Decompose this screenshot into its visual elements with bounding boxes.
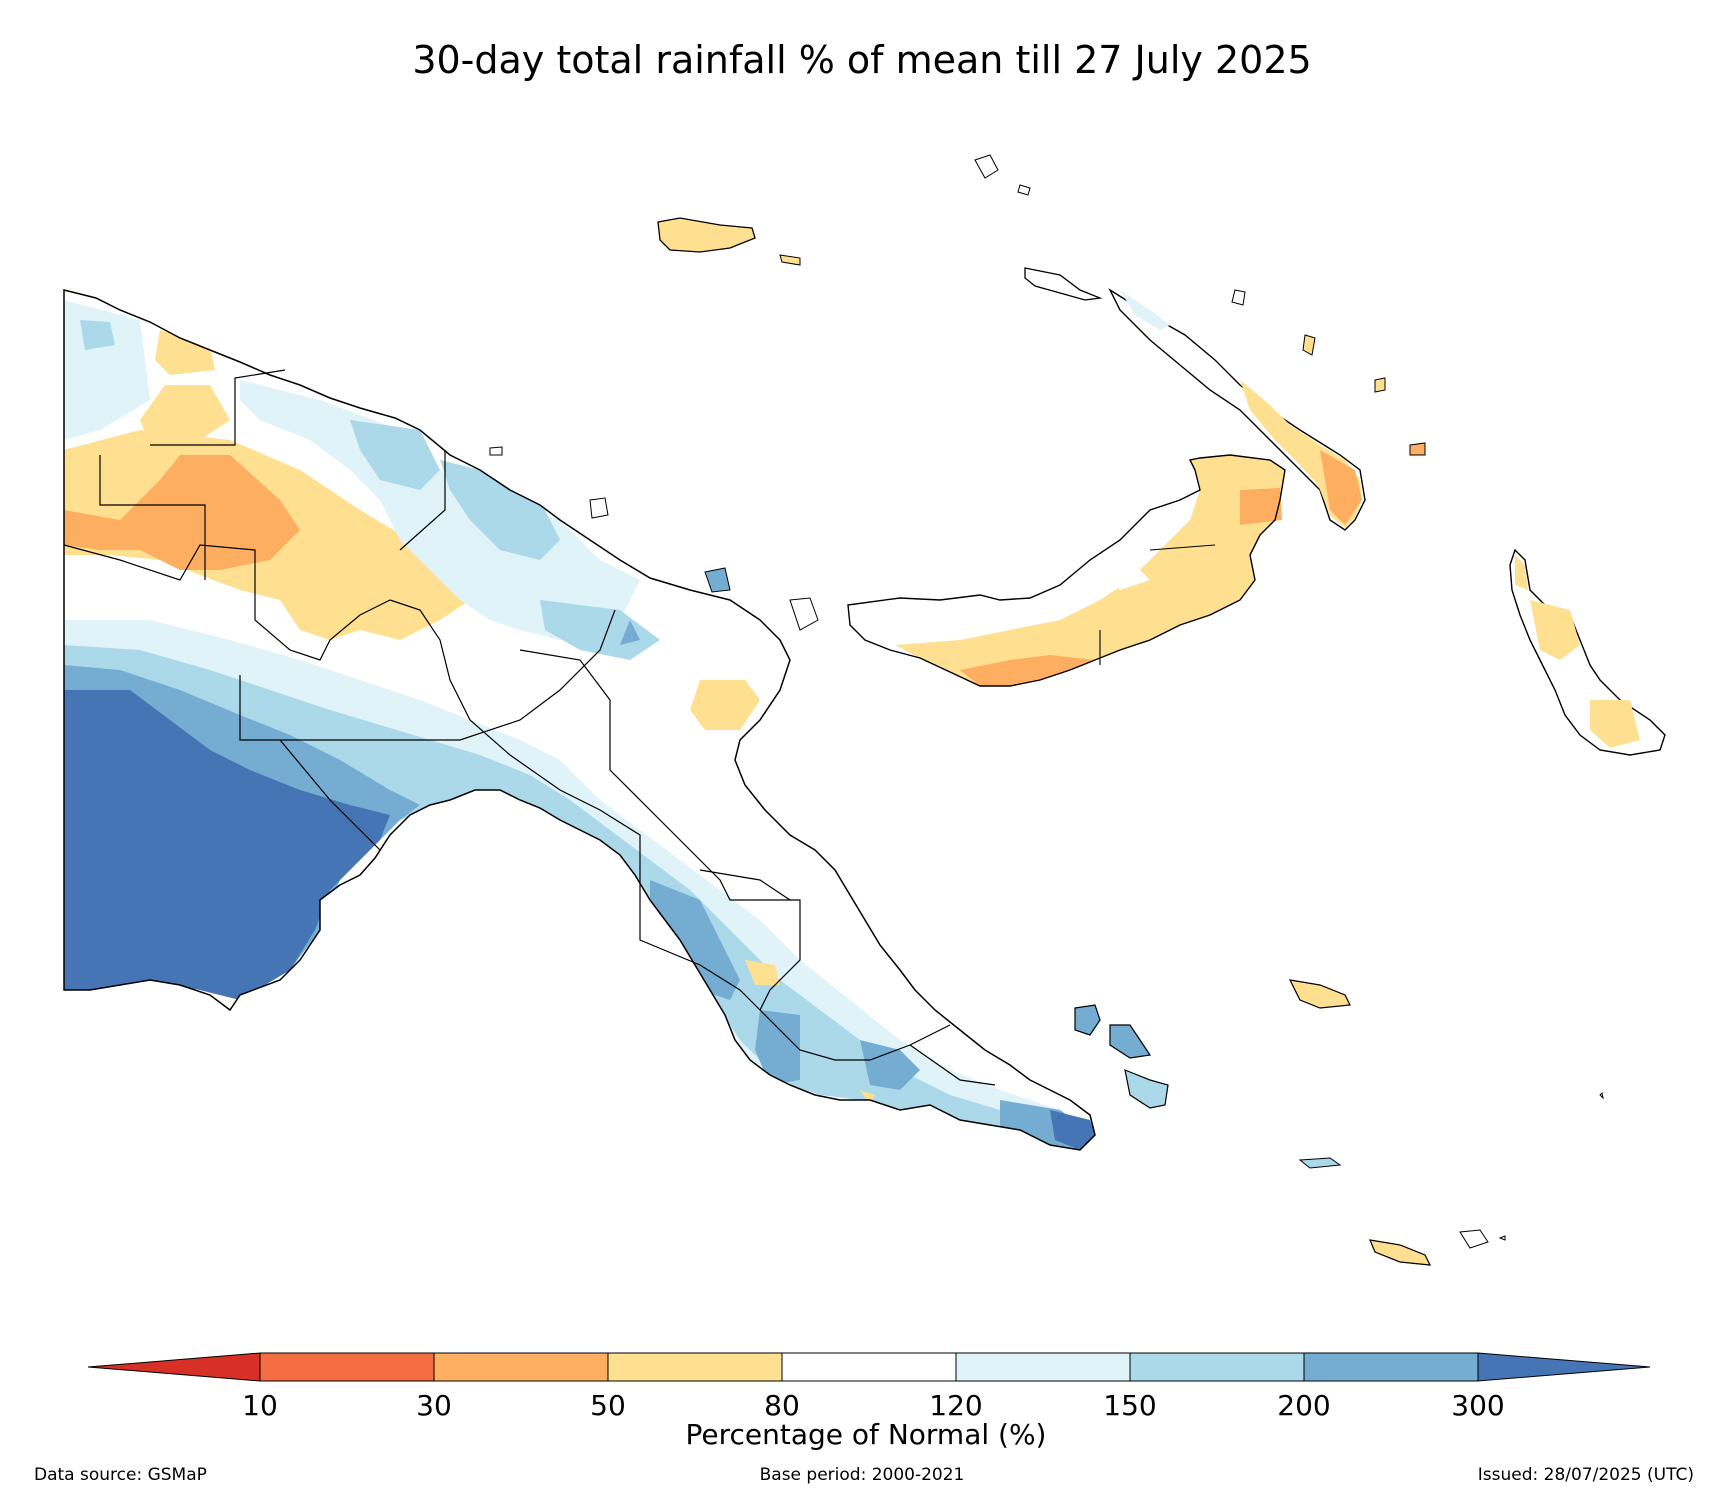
- colorbar: 10 30 50 80 120 150 200 300 Percentage o…: [87, 1352, 1651, 1451]
- mainland: [63, 289, 1096, 1151]
- new-britain: [847, 454, 1286, 687]
- colorbar-extend-high: [1477, 1352, 1651, 1382]
- colorbar-segment-5: [955, 1352, 1131, 1382]
- colorbar-segment-2: [433, 1352, 609, 1382]
- colorbar-tick-label: 80: [764, 1389, 800, 1422]
- colorbar-tick-label: 300: [1451, 1389, 1504, 1422]
- province-boundaries: [63, 369, 996, 1086]
- small-islands: [489, 154, 1604, 1241]
- colorbar-extend-low: [87, 1352, 261, 1382]
- colorbar-tick-label: 30: [416, 1389, 452, 1422]
- new-hanover: [1024, 267, 1103, 301]
- bougainville: [1509, 548, 1666, 756]
- colorbar-label: Percentage of Normal (%): [686, 1418, 1047, 1451]
- colorbar-tick-label: 10: [242, 1389, 278, 1422]
- base-period-note: Base period: 2000-2021: [759, 1465, 965, 1485]
- manus-island: [657, 217, 801, 266]
- map-title: 30-day total rainfall % of mean till 27 …: [412, 38, 1312, 82]
- colorbar-tick-label: 200: [1277, 1389, 1330, 1422]
- colorbar-tick-label: 50: [590, 1389, 626, 1422]
- colorbar-segment-1: [259, 1352, 435, 1382]
- colorbar-segment-7: [1303, 1352, 1479, 1382]
- colorbar-segment-6: [1129, 1352, 1305, 1382]
- new-ireland: [1108, 288, 1366, 531]
- colorbar-segment-4: [781, 1352, 957, 1382]
- data-source-note: Data source: GSMaP: [34, 1465, 207, 1485]
- colorbar-tick-label: 120: [929, 1389, 982, 1422]
- colorbar-tick-label: 150: [1103, 1389, 1156, 1422]
- milne-bay-islands: [1074, 979, 1489, 1266]
- issued-date-note: Issued: 28/07/2025 (UTC): [1477, 1465, 1694, 1485]
- colorbar-segment-3: [607, 1352, 783, 1382]
